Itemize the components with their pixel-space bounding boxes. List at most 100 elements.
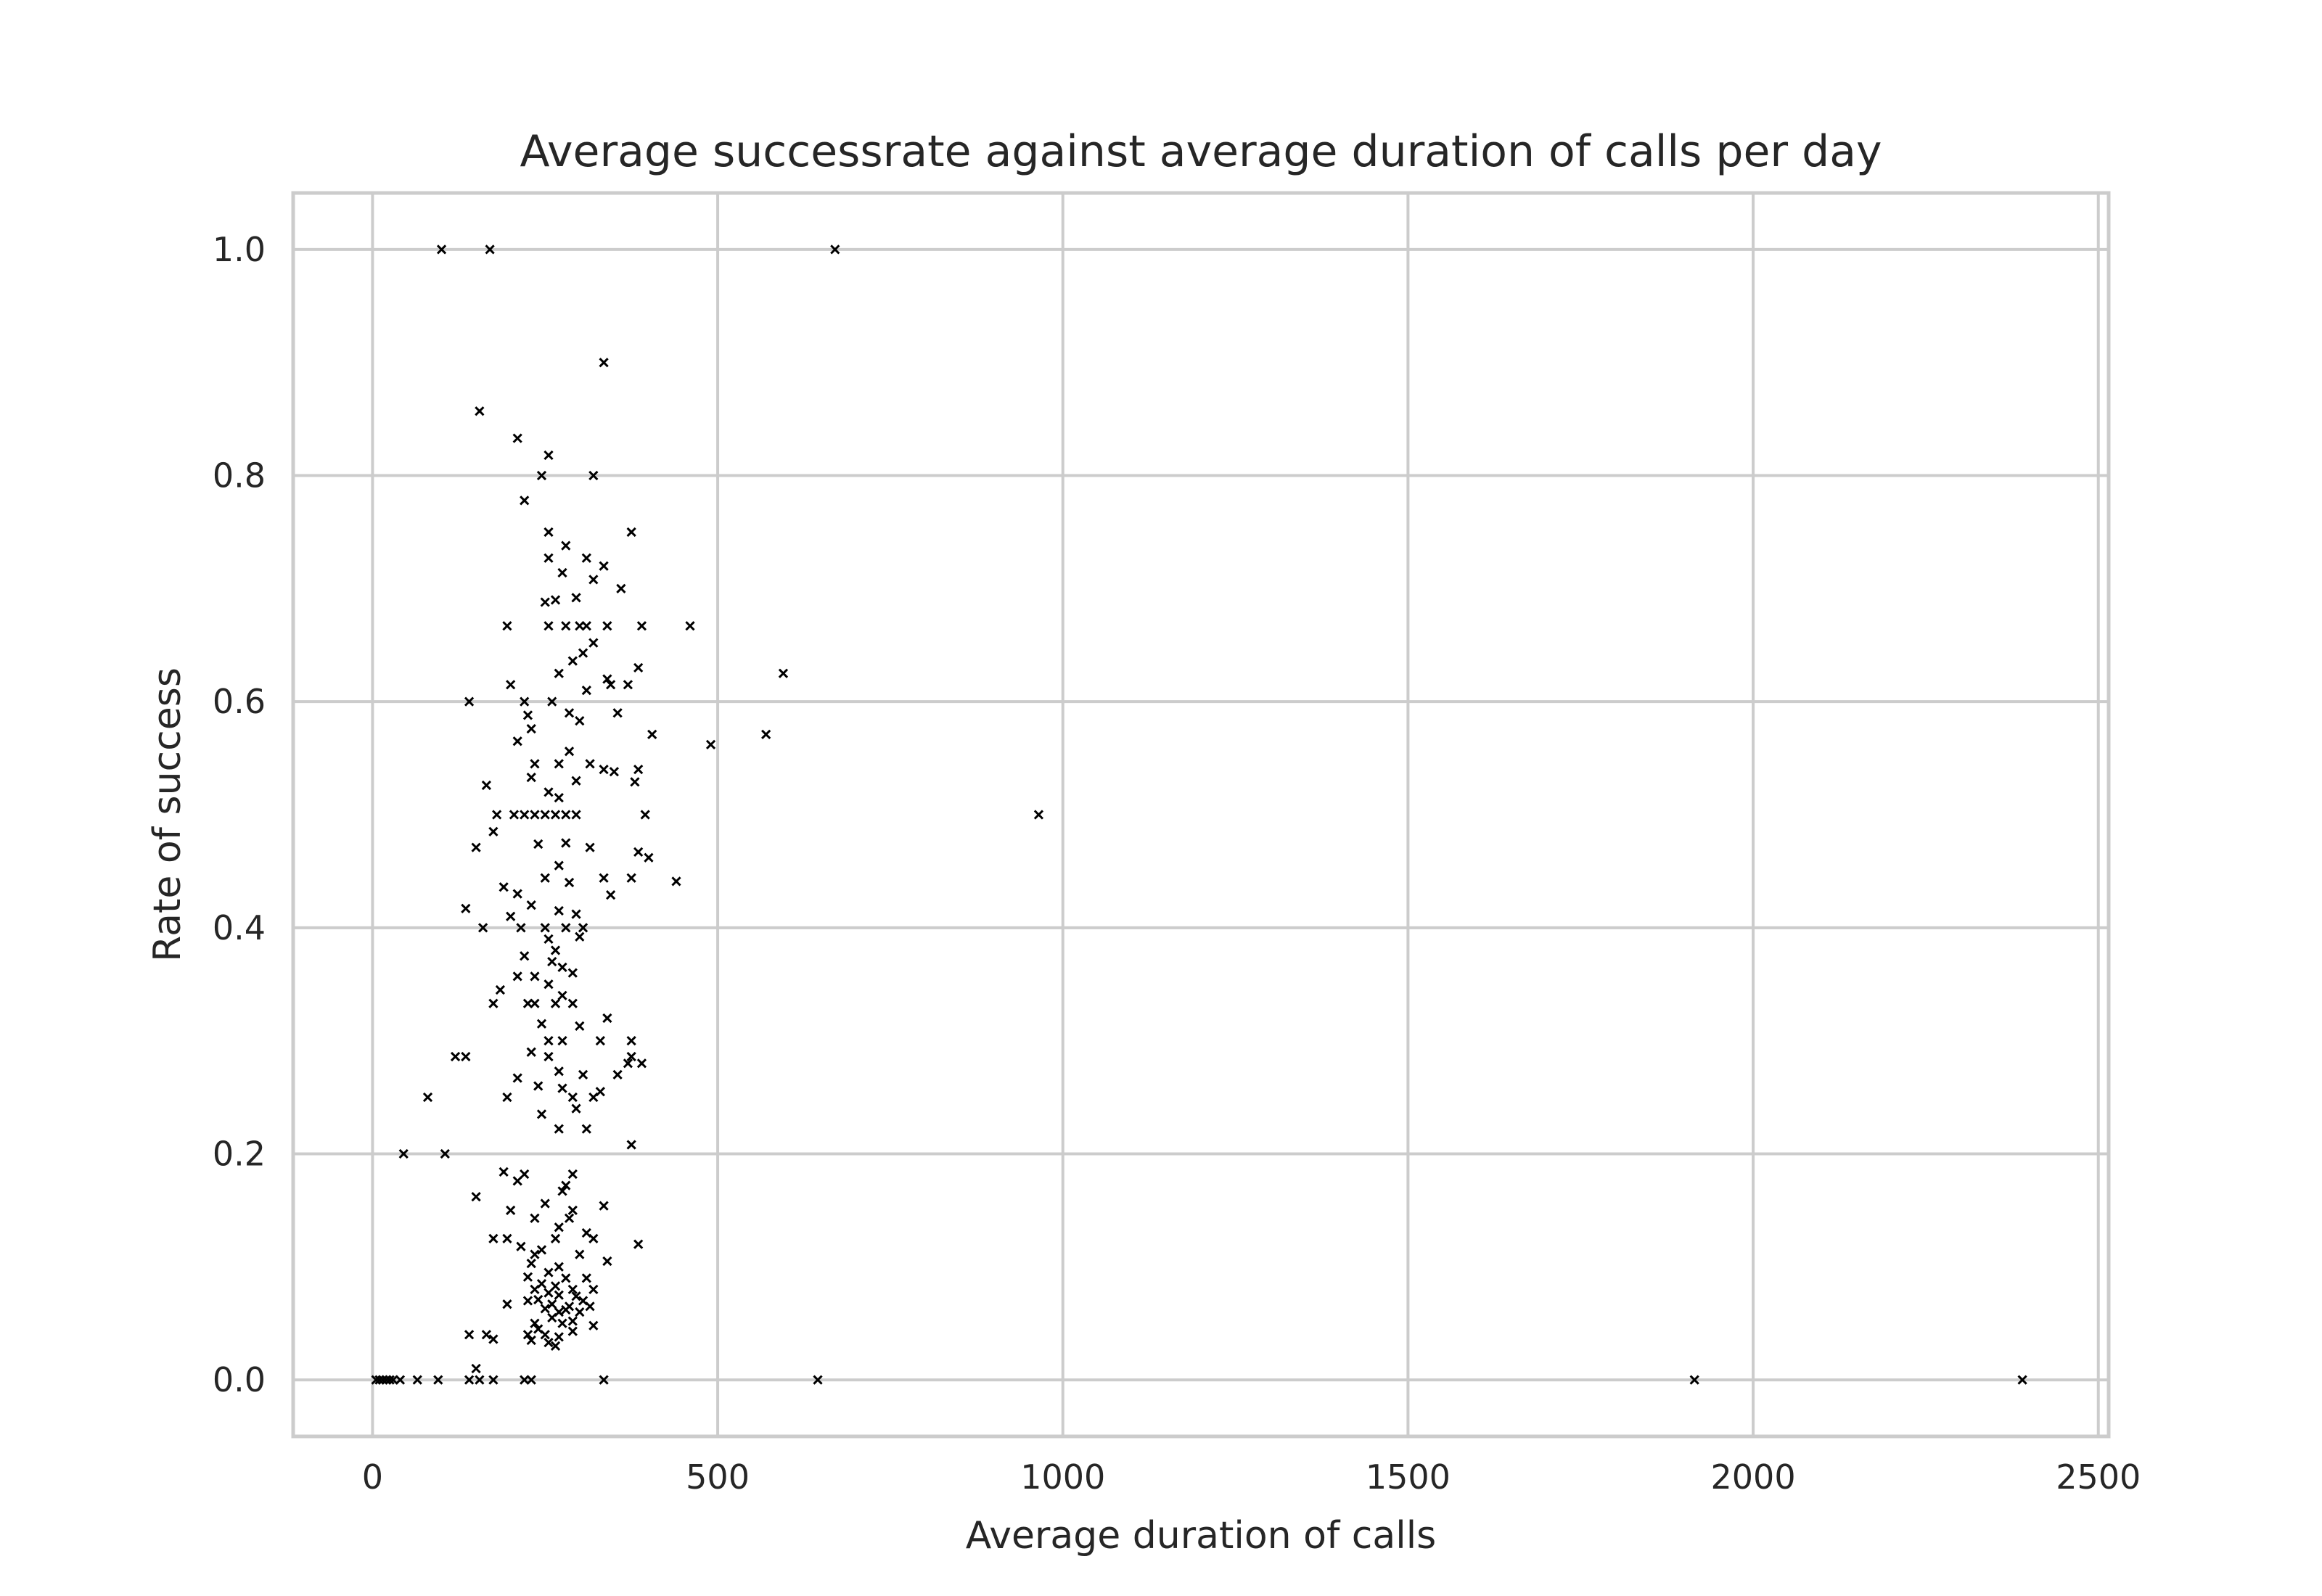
data-point	[605, 680, 616, 690]
data-point	[567, 1326, 578, 1336]
data-point	[475, 406, 485, 416]
data-point	[1033, 810, 1044, 820]
data-point	[609, 767, 619, 777]
data-point	[499, 1167, 509, 1177]
y-tick-label: 0.2	[213, 1134, 266, 1173]
data-point	[412, 1375, 422, 1385]
data-point	[520, 495, 530, 506]
data-point	[588, 575, 599, 585]
data-point	[506, 680, 516, 690]
data-point	[536, 1109, 547, 1119]
y-tick-label: 0.8	[213, 456, 266, 495]
data-point	[440, 1148, 450, 1159]
data-point	[540, 923, 550, 933]
data-point	[540, 873, 550, 883]
y-tick-label: 1.0	[213, 230, 266, 269]
data-point	[623, 1058, 633, 1069]
data-point	[388, 1375, 398, 1385]
data-point	[485, 244, 495, 255]
data-point	[543, 527, 554, 538]
data-point	[633, 1239, 644, 1249]
data-point	[526, 1047, 536, 1057]
data-point	[554, 1332, 564, 1342]
data-point	[626, 1140, 636, 1150]
data-point	[554, 860, 564, 871]
x-tick-label: 2500	[2056, 1457, 2141, 1497]
data-point	[585, 759, 595, 769]
data-point	[554, 1066, 564, 1077]
data-point	[1689, 1375, 1699, 1385]
data-point	[605, 890, 616, 900]
data-point	[475, 1375, 485, 1385]
data-point	[561, 540, 571, 551]
data-point	[516, 1241, 526, 1251]
data-point	[543, 1267, 554, 1278]
plot-area-frame	[291, 191, 2111, 1439]
data-point	[578, 1069, 588, 1080]
data-point	[705, 739, 716, 750]
data-point	[543, 934, 554, 945]
data-point	[550, 1233, 561, 1243]
data-point	[502, 1233, 512, 1243]
data-point	[488, 1334, 499, 1344]
data-point	[530, 1318, 540, 1328]
data-point	[564, 746, 575, 757]
data-point	[543, 1288, 554, 1298]
data-point	[567, 1316, 578, 1326]
data-point	[530, 1284, 540, 1295]
data-point	[557, 1318, 567, 1328]
data-point	[526, 1258, 536, 1269]
data-point	[533, 839, 543, 850]
data-point	[540, 1330, 550, 1340]
data-point	[543, 450, 554, 461]
data-point	[488, 1375, 499, 1385]
data-point	[461, 1051, 471, 1062]
data-point	[557, 962, 567, 972]
data-point	[575, 1021, 585, 1032]
data-point	[488, 826, 499, 836]
data-point	[813, 1375, 823, 1385]
data-point	[536, 1245, 547, 1255]
grid	[293, 193, 2109, 1436]
data-point	[640, 810, 650, 820]
data-point	[561, 1273, 571, 1283]
data-point	[595, 1036, 605, 1046]
data-point	[581, 553, 591, 563]
data-point	[602, 1256, 612, 1267]
chart-title: Average successrate against average dura…	[520, 126, 1882, 177]
data-point	[520, 1169, 530, 1180]
data-point	[567, 1205, 578, 1215]
data-point	[557, 567, 567, 578]
data-point	[685, 621, 695, 631]
data-point	[571, 776, 581, 786]
data-point	[567, 656, 578, 666]
data-point	[564, 708, 575, 718]
data-point	[502, 621, 512, 631]
data-point	[578, 923, 588, 933]
data-point	[554, 1124, 564, 1134]
data-point	[588, 638, 599, 648]
data-point	[557, 1036, 567, 1046]
y-tick-label: 0.4	[213, 908, 266, 947]
data-point	[550, 595, 561, 605]
data-point	[471, 1363, 481, 1374]
data-point	[585, 842, 595, 852]
data-point	[581, 1273, 591, 1283]
data-point	[512, 433, 522, 443]
data-point	[533, 1294, 543, 1305]
data-point	[499, 882, 509, 892]
data-point	[530, 1249, 540, 1259]
data-point	[536, 1019, 547, 1029]
data-point	[547, 956, 557, 967]
data-point	[561, 923, 571, 933]
data-point	[599, 1201, 609, 1211]
data-point	[575, 621, 585, 631]
data-point	[522, 710, 533, 720]
data-point	[554, 905, 564, 916]
data-point	[533, 1081, 543, 1091]
data-point	[595, 1087, 605, 1097]
data-point	[547, 1312, 557, 1323]
data-point	[530, 1213, 540, 1223]
x-tick-label: 500	[686, 1457, 750, 1497]
